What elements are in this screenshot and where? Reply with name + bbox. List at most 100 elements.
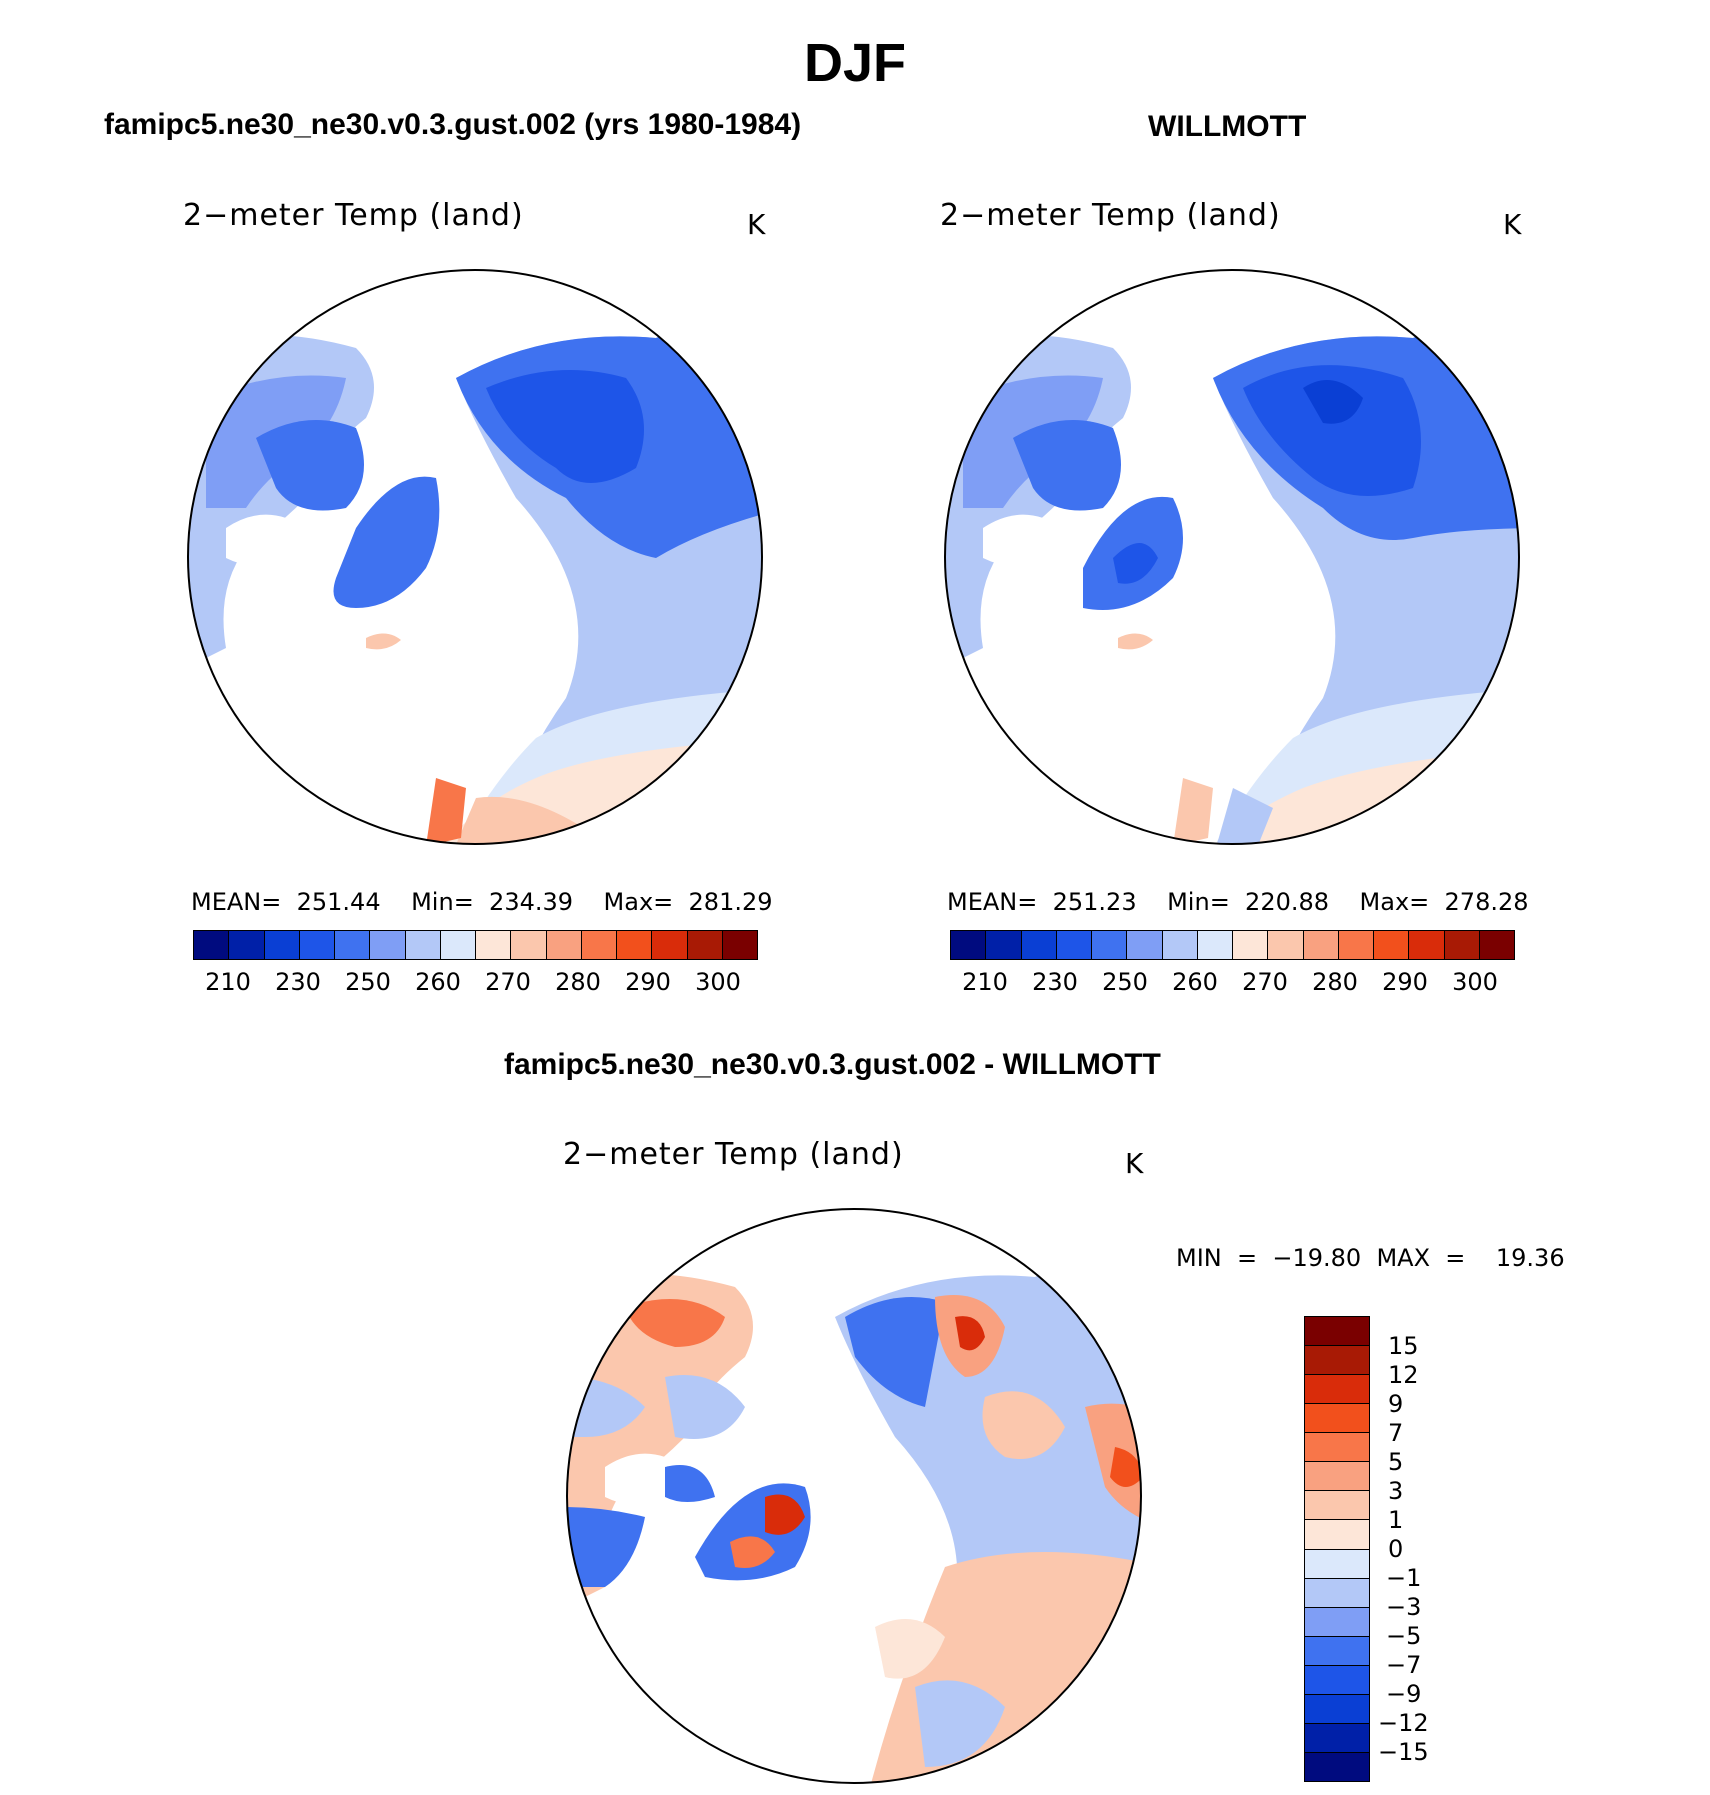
panel2-tick-label: 250	[1102, 968, 1148, 996]
colorbar-swatch	[951, 931, 987, 959]
diff-tick-label: 3	[1388, 1477, 1404, 1505]
diff-case-title: famipc5.ne30_ne30.v0.3.gust.002 - WILLMO…	[504, 1048, 1161, 1081]
panel2-stats: MEAN= 251.23 Min= 220.88 Max= 278.28	[947, 888, 1529, 916]
panel1-tick-label: 250	[345, 968, 391, 996]
panel1-tick-label: 290	[625, 968, 671, 996]
panel1-tick-label: 270	[485, 968, 531, 996]
colorbar-swatch	[1056, 931, 1092, 959]
panel2-tick-label: 290	[1382, 968, 1428, 996]
colorbar-swatch	[1305, 1520, 1369, 1550]
colorbar-swatch	[1305, 1636, 1369, 1666]
diff-tick-label: −12	[1378, 1709, 1429, 1737]
colorbar-swatch	[1374, 931, 1410, 959]
panel2-polar-map	[944, 269, 1520, 845]
colorbar-swatch	[617, 931, 653, 959]
colorbar-swatch	[1444, 931, 1480, 959]
panel2-colorbar	[950, 930, 1515, 960]
colorbar-swatch	[1305, 1462, 1369, 1492]
colorbar-swatch	[1127, 931, 1163, 959]
panel1-variable-label: 2−meter Temp (land)	[183, 198, 524, 233]
diff-tick-label: −1	[1386, 1564, 1422, 1592]
main-title: DJF	[803, 33, 906, 93]
panel1-case-title: famipc5.ne30_ne30.v0.3.gust.002 (yrs 198…	[104, 108, 802, 141]
colorbar-swatch	[1305, 1317, 1369, 1347]
colorbar-swatch	[1305, 1433, 1369, 1463]
colorbar-swatch	[546, 931, 582, 959]
colorbar-swatch	[1021, 931, 1057, 959]
colorbar-swatch	[1305, 1752, 1369, 1781]
colorbar-swatch	[1305, 1578, 1369, 1608]
colorbar-swatch	[1303, 931, 1339, 959]
colorbar-swatch	[1338, 931, 1374, 959]
panel2-case-title: WILLMOTT	[1148, 110, 1307, 143]
panel2-variable-label: 2−meter Temp (land)	[940, 198, 1281, 233]
colorbar-swatch	[370, 931, 406, 959]
panel1-tick-label: 300	[695, 968, 741, 996]
colorbar-swatch	[440, 931, 476, 959]
colorbar-swatch	[1268, 931, 1304, 959]
colorbar-swatch	[405, 931, 441, 959]
colorbar-swatch	[687, 931, 723, 959]
diff-tick-label: 1	[1388, 1506, 1404, 1534]
diff-tick-label: 9	[1388, 1390, 1404, 1418]
colorbar-swatch	[1305, 1346, 1369, 1376]
colorbar-swatch	[1305, 1607, 1369, 1637]
colorbar-swatch	[1409, 931, 1445, 959]
panel1-tick-label: 280	[555, 968, 601, 996]
colorbar-swatch	[1162, 931, 1198, 959]
diff-tick-label: −3	[1386, 1593, 1422, 1621]
colorbar-swatch	[1305, 1694, 1369, 1724]
diff-tick-label: −9	[1386, 1680, 1422, 1708]
colorbar-swatch	[229, 931, 265, 959]
diff-colorbar-labels: 15 12 9 7 5 3 1 0 −1 −3 −5 −7 −9 −12 −15	[1378, 1316, 1468, 1780]
colorbar-swatch	[581, 931, 617, 959]
diff-variable-label: 2−meter Temp (land)	[563, 1137, 904, 1172]
colorbar-swatch	[1233, 931, 1269, 959]
colorbar-swatch	[1305, 1549, 1369, 1579]
colorbar-swatch	[1305, 1723, 1369, 1753]
panel2-colorbar-labels: 210 230 250 260 270 280 290 300	[950, 968, 1513, 996]
colorbar-swatch	[1305, 1404, 1369, 1434]
panel1-tick-label: 210	[205, 968, 251, 996]
colorbar-swatch	[1092, 931, 1128, 959]
colorbar-swatch	[652, 931, 688, 959]
colorbar-swatch	[511, 931, 547, 959]
panel1-polar-map	[187, 269, 763, 845]
panel1-unit-label: K	[747, 208, 766, 241]
colorbar-swatch	[1479, 931, 1514, 959]
panel1-colorbar-labels: 210 230 250 260 270 280 290 300	[193, 968, 756, 996]
colorbar-swatch	[476, 931, 512, 959]
diff-tick-label: −15	[1378, 1738, 1429, 1766]
colorbar-swatch	[264, 931, 300, 959]
diff-tick-label: 0	[1388, 1535, 1404, 1563]
colorbar-swatch	[335, 931, 371, 959]
panel2-tick-label: 300	[1452, 968, 1498, 996]
diff-colorbar	[1304, 1316, 1370, 1782]
diff-tick-label: 12	[1388, 1361, 1419, 1389]
panel2-unit-label: K	[1503, 208, 1522, 241]
diff-stats: MIN = −19.80 MAX = 19.36	[1176, 1244, 1565, 1272]
panel2-tick-label: 230	[1032, 968, 1078, 996]
diff-polar-map	[566, 1208, 1142, 1784]
colorbar-swatch	[194, 931, 230, 959]
colorbar-swatch	[299, 931, 335, 959]
diff-tick-label: 5	[1388, 1448, 1404, 1476]
panel2-tick-label: 270	[1242, 968, 1288, 996]
panel1-tick-label: 230	[275, 968, 321, 996]
diff-tick-label: −7	[1386, 1651, 1422, 1679]
colorbar-swatch	[1305, 1375, 1369, 1405]
diff-tick-label: 15	[1388, 1332, 1419, 1360]
diff-tick-label: 7	[1388, 1419, 1404, 1447]
diff-unit-label: K	[1125, 1147, 1144, 1180]
colorbar-swatch	[986, 931, 1022, 959]
diff-tick-label: −5	[1386, 1622, 1422, 1650]
panel2-tick-label: 260	[1172, 968, 1218, 996]
panel2-tick-label: 280	[1312, 968, 1358, 996]
panel2-tick-label: 210	[962, 968, 1008, 996]
panel1-colorbar	[193, 930, 758, 960]
colorbar-swatch	[1197, 931, 1233, 959]
panel1-tick-label: 260	[415, 968, 461, 996]
colorbar-swatch	[1305, 1491, 1369, 1521]
panel1-stats: MEAN= 251.44 Min= 234.39 Max= 281.29	[191, 888, 773, 916]
colorbar-swatch	[1305, 1665, 1369, 1695]
